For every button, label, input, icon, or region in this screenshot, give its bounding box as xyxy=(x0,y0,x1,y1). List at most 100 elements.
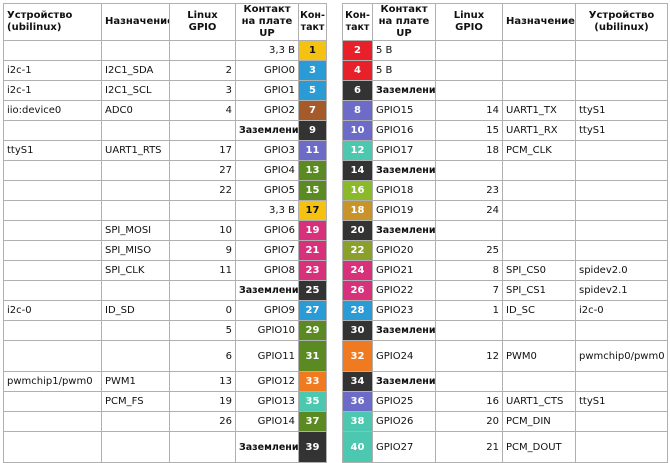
left-pin-number-cell: 15 xyxy=(298,180,327,201)
left-linux-gpio-cell: 17 xyxy=(169,140,236,161)
right-device-cell xyxy=(575,180,668,201)
right-function-cell: PWM0 xyxy=(502,340,576,372)
column-gap xyxy=(326,300,343,321)
left-device-cell: ttyS1 xyxy=(3,140,102,161)
left-linux-gpio-cell: 13 xyxy=(169,371,236,392)
table-row: 3,3 В 17 18 GPIO19 24 xyxy=(3,200,668,221)
right-function-cell xyxy=(502,220,576,241)
left-board-pin-name-cell: GPIO4 xyxy=(235,160,299,181)
right-function-cell xyxy=(502,180,576,201)
header-left-board-pin: Контакт на плате UP xyxy=(235,3,299,41)
right-board-pin-name-cell: GPIO21 xyxy=(372,260,436,281)
right-device-cell: ttyS1 xyxy=(575,100,668,121)
right-board-pin-name-cell: GPIO16 xyxy=(372,120,436,141)
right-linux-gpio-cell: 15 xyxy=(435,120,503,141)
left-board-pin-name-cell: GPIO12 xyxy=(235,371,299,392)
left-function-cell: PWM1 xyxy=(101,371,170,392)
right-board-pin-name-cell: GPIO27 xyxy=(372,431,436,463)
table-row: 22 GPIO5 15 16 GPIO18 23 xyxy=(3,180,668,201)
left-linux-gpio-cell: 26 xyxy=(169,411,236,432)
right-pin-number-cell: 34 xyxy=(342,371,373,392)
left-board-pin-name-cell: GPIO9 xyxy=(235,300,299,321)
table-row: i2c-1 I2C1_SDA 2 GPIO0 3 4 5 В xyxy=(3,60,668,81)
right-pin-number-cell: 18 xyxy=(342,200,373,221)
right-board-pin-name-cell: GPIO18 xyxy=(372,180,436,201)
right-device-cell: pwmchip0/pwm0 xyxy=(575,340,668,372)
left-function-cell xyxy=(101,411,170,432)
left-device-cell xyxy=(3,391,102,412)
left-linux-gpio-cell xyxy=(169,40,236,61)
column-gap xyxy=(326,371,343,392)
right-device-cell xyxy=(575,320,668,341)
right-pin-number-cell: 30 xyxy=(342,320,373,341)
right-pin-number-cell: 14 xyxy=(342,160,373,181)
left-device-cell: i2c-1 xyxy=(3,80,102,101)
left-linux-gpio-cell: 2 xyxy=(169,60,236,81)
right-device-cell xyxy=(575,80,668,101)
left-board-pin-name-cell: GPIO2 xyxy=(235,100,299,121)
left-board-pin-name-cell: GPIO10 xyxy=(235,320,299,341)
left-linux-gpio-cell: 0 xyxy=(169,300,236,321)
left-pin-number-cell: 27 xyxy=(298,300,327,321)
table-row: Заземление 39 40 GPIO27 21 PCM_DOUT xyxy=(3,431,668,463)
right-device-cell xyxy=(575,411,668,432)
header-left-function: Назначение xyxy=(101,3,170,41)
right-device-cell xyxy=(575,160,668,181)
left-pin-number-cell: 37 xyxy=(298,411,327,432)
left-board-pin-name-cell: GPIO13 xyxy=(235,391,299,412)
header-right-linux-gpio: Linux GPIO xyxy=(435,3,503,41)
left-board-pin-name-cell: GPIO6 xyxy=(235,220,299,241)
left-pin-number-cell: 17 xyxy=(298,200,327,221)
left-linux-gpio-cell: 19 xyxy=(169,391,236,412)
left-device-cell xyxy=(3,160,102,181)
left-function-cell: I2C1_SCL xyxy=(101,80,170,101)
right-function-cell xyxy=(502,240,576,261)
right-function-cell: PCM_CLK xyxy=(502,140,576,161)
right-function-cell xyxy=(502,200,576,221)
left-pin-number-cell: 9 xyxy=(298,120,327,141)
left-board-pin-name-cell: GPIO3 xyxy=(235,140,299,161)
left-pin-number-cell: 35 xyxy=(298,391,327,412)
table-row: ttyS1 UART1_RTS 17 GPIO3 11 12 GPIO17 18 PCM_CLK xyxy=(3,140,668,161)
right-device-cell xyxy=(575,40,668,61)
column-gap xyxy=(326,240,343,261)
left-board-pin-name-cell: Заземление xyxy=(235,431,299,463)
right-pin-number-cell: 10 xyxy=(342,120,373,141)
right-linux-gpio-cell: 16 xyxy=(435,391,503,412)
left-device-cell xyxy=(3,340,102,372)
left-board-pin-name-cell: GPIO1 xyxy=(235,80,299,101)
right-function-cell xyxy=(502,371,576,392)
right-board-pin-name-cell: Заземление xyxy=(372,160,436,181)
right-board-pin-name-cell: GPIO23 xyxy=(372,300,436,321)
left-linux-gpio-cell: 10 xyxy=(169,220,236,241)
right-board-pin-name-cell: GPIO19 xyxy=(372,200,436,221)
right-function-cell: UART1_CTS xyxy=(502,391,576,412)
table-row: SPI_MISO 9 GPIO7 21 22 GPIO20 25 xyxy=(3,240,668,261)
left-pin-number-cell: 13 xyxy=(298,160,327,181)
column-gap xyxy=(326,180,343,201)
right-device-cell: ttyS1 xyxy=(575,120,668,141)
left-function-cell: I2C1_SDA xyxy=(101,60,170,81)
left-pin-number-cell: 33 xyxy=(298,371,327,392)
left-device-cell xyxy=(3,220,102,241)
right-function-cell xyxy=(502,320,576,341)
right-pin-number-cell: 4 xyxy=(342,60,373,81)
right-function-cell xyxy=(502,40,576,61)
table-row: i2c-0 ID_SD 0 GPIO9 27 28 GPIO23 1 ID_SC i2c-0 xyxy=(3,300,668,321)
left-linux-gpio-cell: 6 xyxy=(169,340,236,372)
table-row: iio:device0 ADC0 4 GPIO2 7 8 GPIO15 14 UART1_TX t… xyxy=(3,100,668,121)
right-linux-gpio-cell xyxy=(435,60,503,81)
right-device-cell: spidev2.0 xyxy=(575,260,668,281)
right-linux-gpio-cell: 23 xyxy=(435,180,503,201)
left-board-pin-name-cell: Заземление xyxy=(235,120,299,141)
right-function-cell xyxy=(502,60,576,81)
left-function-cell: SPI_MOSI xyxy=(101,220,170,241)
left-function-cell: UART1_RTS xyxy=(101,140,170,161)
right-linux-gpio-cell xyxy=(435,220,503,241)
right-linux-gpio-cell: 7 xyxy=(435,280,503,301)
table-row: SPI_MOSI 10 GPIO6 19 20 Заземление xyxy=(3,220,668,241)
left-function-cell xyxy=(101,320,170,341)
right-device-cell: spidev2.1 xyxy=(575,280,668,301)
